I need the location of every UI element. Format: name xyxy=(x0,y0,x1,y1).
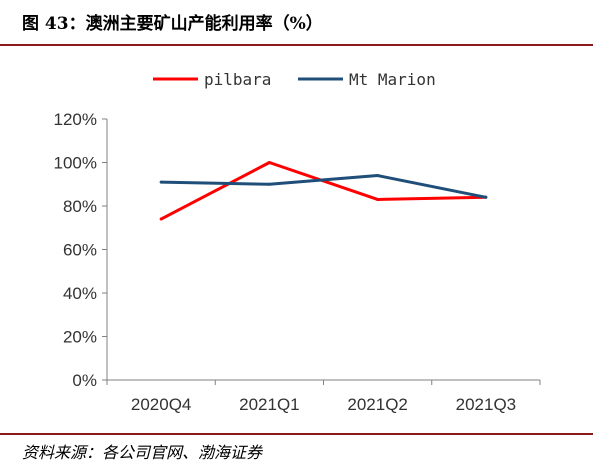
legend-label: Mt Marion xyxy=(349,70,436,89)
x-tick-label: 2020Q4 xyxy=(131,395,192,414)
y-tick-label: 80% xyxy=(63,197,97,216)
title-divider xyxy=(0,44,593,46)
y-tick-label: 120% xyxy=(54,110,97,129)
x-tick-labels: 2020Q4 2021Q1 2021Q2 2021Q3 xyxy=(131,395,516,414)
series-1-point xyxy=(159,180,163,184)
legend-label: pilbara xyxy=(204,70,271,89)
y-tick-label: 60% xyxy=(63,241,97,260)
x-tick-label: 2021Q1 xyxy=(239,395,300,414)
series-0-point xyxy=(159,217,163,221)
y-tick-label: 0% xyxy=(72,371,97,390)
y-tick-label: 40% xyxy=(63,284,97,303)
series-line-0 xyxy=(160,161,486,221)
series-0-point xyxy=(376,197,380,201)
source-note: 资料来源：各公司官网、渤海证券 xyxy=(22,443,263,462)
series-0-point xyxy=(267,161,271,164)
series-line-1 xyxy=(161,174,487,199)
y-tick-label: 20% xyxy=(63,328,97,347)
chart-axes xyxy=(102,118,541,385)
series-lines xyxy=(159,161,488,221)
y-tick-labels: 0% 20% 40% 60% 80% 100% 120% xyxy=(54,110,97,390)
series-1-point xyxy=(484,195,488,199)
x-tick-label: 2021Q3 xyxy=(456,395,517,414)
y-tick-label: 100% xyxy=(54,154,97,173)
figure-title: 图 43：澳洲主要矿山产能利用率（%） xyxy=(22,14,323,34)
chart-legend: pilbara Mt Marion xyxy=(153,70,436,89)
series-1-point xyxy=(376,174,380,178)
source-divider xyxy=(0,433,593,435)
series-1-point xyxy=(267,182,271,186)
x-tick-label: 2021Q2 xyxy=(347,395,408,414)
